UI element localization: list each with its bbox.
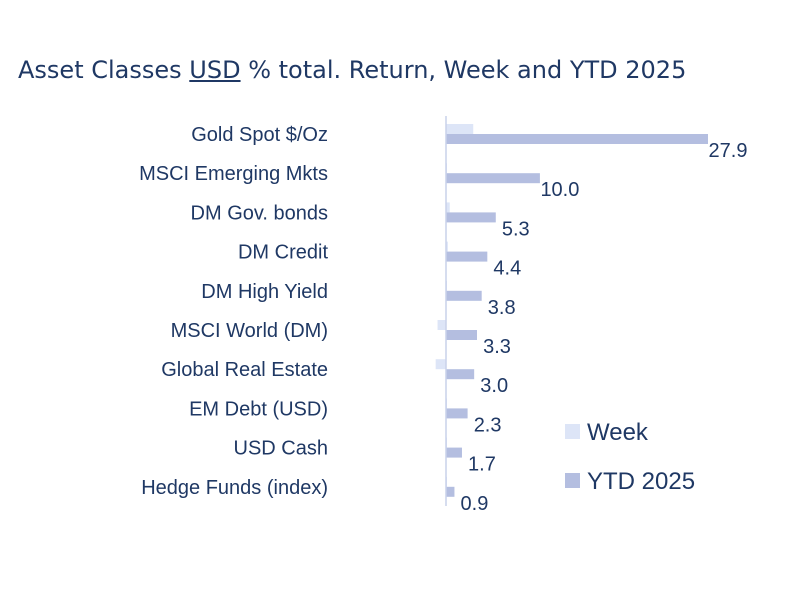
- bar-ytd-cat-6: [446, 369, 475, 380]
- data-label-ytd-4: 3.8: [488, 297, 516, 319]
- data-label-ytd-3: 4.4: [493, 258, 521, 280]
- legend-label-week: Week: [587, 419, 649, 446]
- legend-swatch-ytd: [565, 473, 580, 488]
- title-part-1: Asset Classes: [18, 56, 190, 84]
- bar-ytd-cat-3: [446, 251, 488, 262]
- data-label-ytd-6: 3.0: [480, 375, 508, 397]
- bar-ytd-cat-4: [446, 290, 482, 301]
- bar-week-cat-6: [435, 359, 446, 370]
- bar-ytd-cat-2: [446, 212, 496, 223]
- data-label-ytd-5: 3.3: [483, 336, 511, 358]
- title-part-2: % total. Return, Week and YTD 2025: [240, 56, 687, 84]
- bar-week-cat-3: [446, 241, 448, 252]
- category-label-6: Global Real Estate: [161, 359, 328, 381]
- data-label-ytd-2: 5.3: [502, 218, 530, 240]
- legend-swatch-week: [565, 424, 580, 439]
- category-label-5: MSCI World (DM): [171, 320, 328, 342]
- category-label-4: DM High Yield: [201, 281, 328, 303]
- data-label-ytd-8: 1.7: [468, 454, 496, 476]
- category-label-2: DM Gov. bonds: [191, 202, 328, 224]
- bar-ytd-cat-5: [446, 330, 477, 340]
- bar-week-cat-0: [446, 124, 474, 134]
- bar-ytd-cat-1: [446, 173, 540, 184]
- category-label-0: Gold Spot $/Oz: [191, 124, 328, 146]
- legend-label-ytd: YTD 2025: [587, 468, 695, 495]
- bar-ytd-cat-0: [446, 134, 708, 144]
- data-label-ytd-1: 10.0: [540, 179, 579, 201]
- category-label-1: MSCI Emerging Mkts: [139, 163, 328, 185]
- data-label-ytd-7: 2.3: [474, 414, 502, 436]
- bar-ytd-cat-8: [446, 447, 462, 458]
- bar-ytd-cat-9: [446, 486, 455, 497]
- bar-week-cat-2: [446, 202, 450, 213]
- category-label-9: Hedge Funds (index): [141, 477, 328, 499]
- chart-title: Asset Classes USD % total. Return, Week …: [18, 56, 686, 84]
- data-label-ytd-9: 0.9: [461, 493, 489, 515]
- title-part-usd: USD: [189, 56, 241, 84]
- data-label-ytd-0: 27.9: [709, 140, 748, 162]
- category-label-3: DM Credit: [238, 242, 328, 264]
- category-label-8: USD Cash: [234, 438, 328, 460]
- category-label-7: EM Debt (USD): [189, 398, 328, 420]
- bar-ytd-cat-7: [446, 408, 468, 419]
- bar-week-cat-5: [437, 320, 446, 330]
